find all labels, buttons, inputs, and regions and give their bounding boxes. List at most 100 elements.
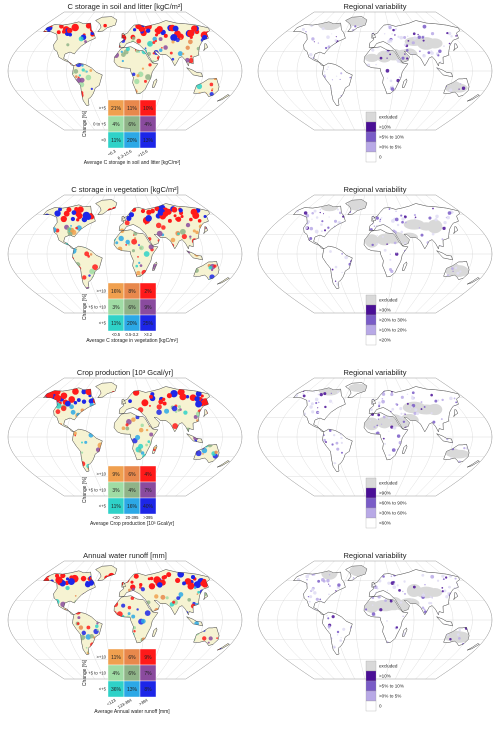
data-patch xyxy=(336,208,339,211)
data-patch xyxy=(463,644,467,647)
data-patch xyxy=(164,408,170,414)
data-patch xyxy=(463,419,467,423)
map-outline xyxy=(257,560,493,680)
data-patch xyxy=(195,390,202,397)
data-patch xyxy=(441,469,445,472)
data-patch xyxy=(332,594,336,598)
data-patch xyxy=(348,59,352,63)
data-patch xyxy=(424,630,427,633)
data-patch xyxy=(219,419,225,425)
data-patch xyxy=(100,91,105,96)
coastline xyxy=(43,565,230,655)
data-patch xyxy=(185,395,190,399)
data-patch xyxy=(428,601,431,605)
data-patch xyxy=(293,581,296,584)
data-patch xyxy=(147,40,153,47)
data-patch xyxy=(134,434,141,441)
data-patch xyxy=(59,88,64,94)
data-patch xyxy=(406,35,409,38)
data-patch xyxy=(373,425,376,429)
data-patch xyxy=(161,281,167,286)
data-patch xyxy=(472,420,474,422)
coastline-northamerica xyxy=(43,387,96,432)
data-patch xyxy=(463,446,466,450)
data-patch xyxy=(130,93,137,100)
data-patch xyxy=(53,394,62,402)
data-patch xyxy=(319,598,322,601)
data-patch xyxy=(296,101,301,106)
data-patch xyxy=(122,449,125,452)
data-patch xyxy=(359,249,363,253)
data-patch xyxy=(221,83,226,88)
data-patch xyxy=(353,86,355,89)
data-patch xyxy=(324,420,327,424)
data-patch xyxy=(81,630,87,636)
data-patch xyxy=(88,398,94,404)
data-patch xyxy=(458,286,462,289)
data-patch xyxy=(194,439,198,443)
data-patch xyxy=(193,586,197,590)
data-patch xyxy=(457,408,462,413)
data-patch xyxy=(138,244,140,246)
data-patch xyxy=(172,25,179,32)
data-patch xyxy=(227,257,230,262)
legend-label: <60% xyxy=(379,521,391,526)
excluded-area xyxy=(398,598,420,610)
data-patch xyxy=(60,601,66,608)
data-patch xyxy=(376,242,379,245)
data-patch xyxy=(398,601,400,603)
data-patch xyxy=(353,641,357,645)
data-patch xyxy=(368,274,370,276)
data-patch xyxy=(78,625,84,630)
data-patch xyxy=(176,596,181,601)
data-patch xyxy=(53,598,60,605)
data-patch xyxy=(119,206,127,214)
data-patch xyxy=(328,399,333,403)
data-patch xyxy=(119,391,127,399)
data-patch xyxy=(474,634,476,636)
legend-x-label: Average Annual water runoff [mm] xyxy=(94,709,170,715)
data-patch xyxy=(70,423,76,430)
data-patch xyxy=(66,268,71,273)
data-patch xyxy=(201,225,206,230)
data-patch xyxy=(144,223,147,225)
data-patch xyxy=(166,451,172,457)
cell-share-label: 7% xyxy=(144,488,152,494)
data-patch xyxy=(447,76,451,80)
data-patch xyxy=(78,467,81,471)
data-patch xyxy=(45,462,49,465)
data-patch xyxy=(458,422,461,424)
data-patch xyxy=(311,617,314,620)
data-patch xyxy=(43,601,49,607)
data-patch xyxy=(310,402,314,406)
data-patch xyxy=(196,283,201,287)
data-patch xyxy=(345,223,348,227)
data-patch xyxy=(352,460,356,464)
data-patch xyxy=(61,458,65,462)
data-patch xyxy=(453,104,458,106)
data-patch xyxy=(443,433,447,437)
data-patch xyxy=(409,73,413,77)
data-patch xyxy=(366,63,371,67)
data-patch xyxy=(126,459,133,466)
data-patch xyxy=(201,52,205,56)
data-patch xyxy=(117,620,122,625)
data-patch xyxy=(81,399,87,404)
data-patch xyxy=(403,412,406,415)
data-patch xyxy=(307,639,310,641)
data-patch xyxy=(441,288,445,289)
data-patch xyxy=(46,30,52,36)
data-patch xyxy=(307,220,311,224)
data-patch xyxy=(302,280,305,284)
column-tick-label: <123 xyxy=(106,697,117,706)
data-patch xyxy=(127,256,133,261)
data-patch xyxy=(414,87,418,91)
data-patch xyxy=(400,395,404,399)
data-patch xyxy=(315,450,319,454)
data-patch xyxy=(60,405,67,412)
panel-title: C storage in soil and litter [kgC/m²] xyxy=(67,2,183,11)
vegetation-carbon-panel: C storage in vegetation [kgC/m²] 16% 8% 2%… xyxy=(0,183,250,366)
column-tick-label: 20-395 xyxy=(125,515,139,520)
legend-swatch xyxy=(365,507,377,519)
data-patch xyxy=(323,82,327,86)
